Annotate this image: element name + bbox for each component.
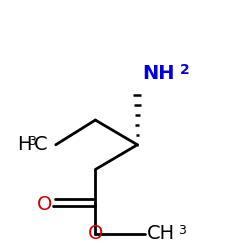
Text: O: O [88,224,103,243]
Text: H: H [18,135,32,154]
Text: NH: NH [142,64,175,82]
Text: O: O [37,194,52,214]
Text: 2: 2 [180,63,189,77]
Text: 3: 3 [28,135,36,148]
Text: C: C [34,135,47,154]
Text: 3: 3 [178,224,186,237]
Text: CH: CH [147,224,176,243]
